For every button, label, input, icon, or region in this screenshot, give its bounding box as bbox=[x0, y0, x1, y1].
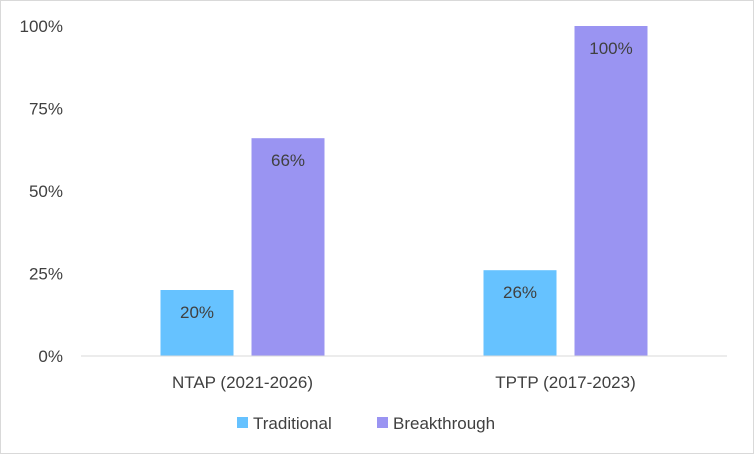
bar-traditional-1 bbox=[160, 290, 234, 356]
y-tick-label: 50% bbox=[29, 182, 63, 201]
y-tick-label: 75% bbox=[29, 100, 63, 119]
y-tick-label: 25% bbox=[29, 265, 63, 284]
x-axis: NTAP (2021-2026) TPTP (2017-2023) bbox=[81, 355, 727, 392]
legend: Traditional Breakthrough bbox=[237, 414, 495, 433]
legend-swatch-traditional bbox=[237, 417, 248, 428]
legend-label-breakthrough: Breakthrough bbox=[393, 414, 495, 433]
bar-traditional-2 bbox=[483, 270, 557, 356]
x-category-label: TPTP (2017-2023) bbox=[495, 373, 635, 392]
data-label: 66% bbox=[271, 151, 305, 170]
data-label: 100% bbox=[589, 39, 632, 58]
bar-breakthrough-2 bbox=[574, 26, 648, 356]
y-axis: 0% 25% 50% 75% 100% bbox=[20, 17, 63, 366]
legend-label-traditional: Traditional bbox=[253, 414, 332, 433]
legend-swatch-breakthrough bbox=[377, 417, 388, 428]
y-tick-label: 100% bbox=[20, 17, 63, 36]
y-tick-label: 0% bbox=[38, 347, 63, 366]
x-category-label: NTAP (2021-2026) bbox=[172, 373, 313, 392]
bar-breakthrough-1 bbox=[251, 138, 325, 356]
data-label: 26% bbox=[503, 283, 537, 302]
data-label: 20% bbox=[180, 303, 214, 322]
bars: 20% 66% 26% 100% bbox=[160, 26, 648, 356]
